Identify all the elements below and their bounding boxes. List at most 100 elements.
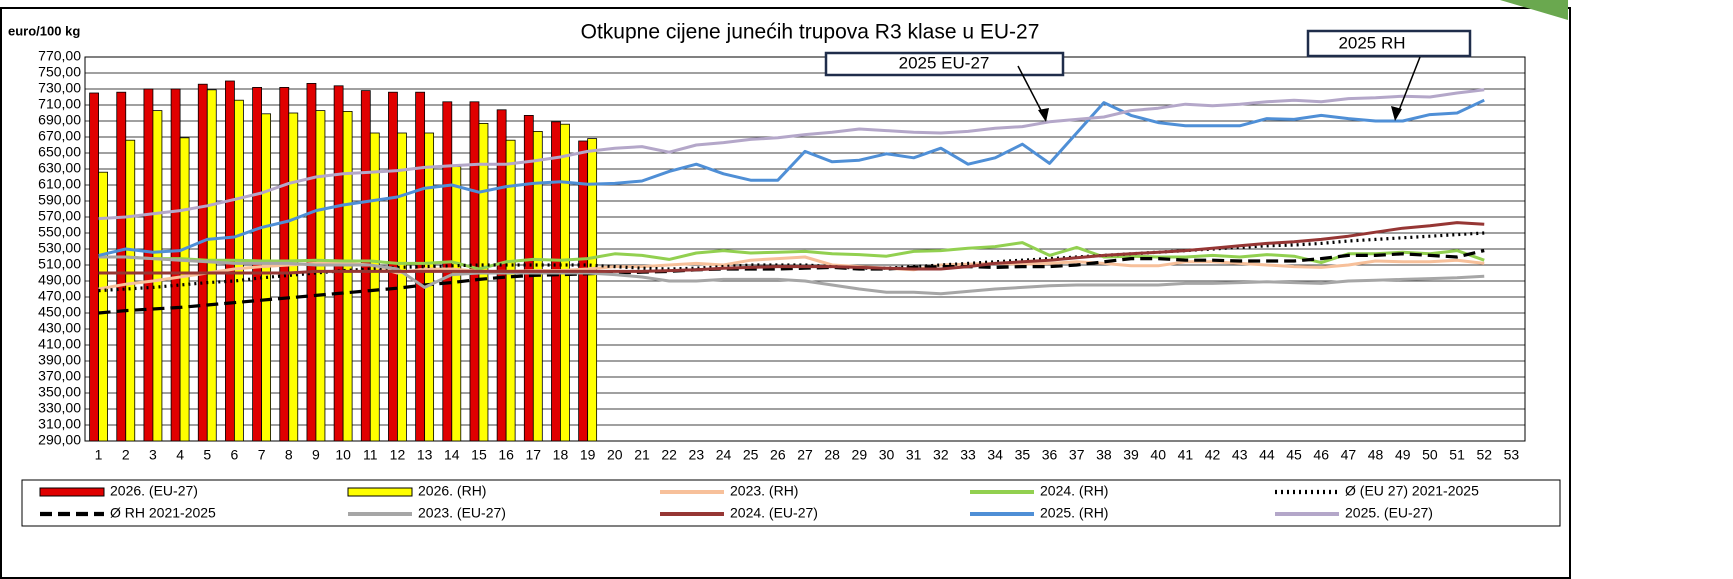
annotation: 2025 RH	[1338, 33, 1405, 52]
x-tick-label: 30	[879, 447, 895, 463]
y-tick-label: 310,00	[38, 416, 81, 432]
y-tick-label: 390,00	[38, 352, 81, 368]
y-tick-label: 370,00	[38, 368, 81, 384]
x-tick-label: 14	[444, 447, 460, 463]
bar	[234, 99, 244, 442]
x-tick-label: 9	[312, 447, 320, 463]
x-tick-label: 46	[1313, 447, 1329, 463]
legend-label: 2023. (RH)	[730, 483, 798, 499]
y-tick-label: 330,00	[38, 400, 81, 416]
y-tick-label: 490,00	[38, 272, 81, 288]
bar	[98, 171, 108, 442]
y-tick-label: 350,00	[38, 384, 81, 400]
line	[98, 98, 1485, 257]
chart-title: Otkupne cijene junećih trupova R3 klase …	[581, 21, 1040, 44]
legend-swatch	[39, 487, 105, 497]
bar	[315, 110, 326, 442]
y-tick-label: 670,00	[38, 128, 81, 144]
y-tick-label: 290,00	[38, 432, 81, 448]
x-tick-label: 25	[743, 447, 759, 463]
x-tick-label: 43	[1232, 447, 1248, 463]
line	[98, 249, 1485, 315]
x-tick-label: 18	[553, 447, 569, 463]
x-tick-label: 3	[149, 447, 157, 463]
y-tick-label: 710,00	[38, 96, 81, 112]
x-tick-label: 36	[1042, 447, 1058, 463]
x-tick-label: 21	[634, 447, 650, 463]
x-tick-label: 5	[203, 447, 211, 463]
line	[98, 88, 1485, 221]
bar	[560, 123, 570, 442]
annotation-arrowhead	[1391, 106, 1402, 121]
x-tick-label: 8	[285, 447, 293, 463]
x-tick-label: 17	[526, 447, 542, 463]
x-tick-label: 12	[390, 447, 406, 463]
x-tick-label: 48	[1368, 447, 1384, 463]
y-tick-label: 750,00	[38, 64, 81, 80]
x-tick-label: 31	[906, 447, 922, 463]
x-tick-label: 52	[1476, 447, 1492, 463]
annotation-box	[824, 51, 1065, 77]
x-tick-label: 16	[498, 447, 514, 463]
x-tick-label: 2	[122, 447, 130, 463]
x-tick-label: 49	[1395, 447, 1411, 463]
legend-label: 2025. (RH)	[1040, 505, 1108, 521]
bar	[170, 88, 181, 442]
line	[98, 221, 1485, 275]
x-tick-label: 15	[471, 447, 487, 463]
x-tick-label: 37	[1069, 447, 1085, 463]
y-tick-label: 470,00	[38, 288, 81, 304]
bar	[342, 111, 353, 442]
legend-label: Ø RH 2021-2025	[110, 505, 216, 521]
bar	[478, 123, 489, 442]
legend-swatch	[347, 487, 413, 497]
bar	[206, 89, 217, 442]
y-tick-label: 410,00	[38, 336, 81, 352]
x-tick-label: 40	[1150, 447, 1166, 463]
y-tick-label: 570,00	[38, 208, 81, 224]
bar	[143, 88, 154, 442]
bar	[551, 121, 561, 442]
x-tick-label: 4	[176, 447, 184, 463]
y-axis-label: euro/100 kg	[8, 23, 80, 38]
y-tick-label: 550,00	[38, 224, 81, 240]
y-tick-label: 690,00	[38, 112, 81, 128]
x-tick-label: 32	[933, 447, 949, 463]
legend-label: 2024. (RH)	[1040, 483, 1108, 499]
x-tick-label: 33	[960, 447, 976, 463]
y-tick-label: 730,00	[38, 80, 81, 96]
legend-label: 2025. (EU-27)	[1345, 505, 1433, 521]
x-tick-label: 13	[417, 447, 433, 463]
x-tick-label: 50	[1422, 447, 1438, 463]
bar	[288, 112, 299, 442]
y-tick-label: 650,00	[38, 144, 81, 160]
x-tick-label: 24	[716, 447, 732, 463]
bar	[116, 91, 127, 442]
y-tick-label: 610,00	[38, 176, 81, 192]
y-tick-label: 450,00	[38, 304, 81, 320]
bar	[587, 138, 598, 442]
bar	[179, 137, 190, 442]
x-tick-label: 34	[987, 447, 1003, 463]
x-tick-label: 6	[231, 447, 239, 463]
y-tick-label: 510,00	[38, 256, 81, 272]
annotation-arrow	[1395, 56, 1421, 119]
annotation-box	[1306, 29, 1472, 58]
x-tick-label: 27	[797, 447, 813, 463]
x-tick-label: 53	[1504, 447, 1520, 463]
line	[98, 255, 1485, 296]
legend-label: 2026. (EU-27)	[110, 483, 198, 499]
x-tick-label: 38	[1096, 447, 1112, 463]
x-tick-label: 23	[689, 447, 705, 463]
x-tick-label: 10	[335, 447, 351, 463]
bar	[125, 139, 136, 442]
x-tick-label: 19	[580, 447, 596, 463]
legend-label: Ø (EU 27) 2021-2025	[1345, 483, 1479, 499]
x-tick-label: 1	[95, 447, 103, 463]
x-tick-label: 20	[607, 447, 623, 463]
x-tick-label: 41	[1178, 447, 1194, 463]
bar	[523, 115, 534, 442]
legend-label: 2023. (EU-27)	[418, 505, 506, 521]
x-tick-label: 51	[1449, 447, 1465, 463]
